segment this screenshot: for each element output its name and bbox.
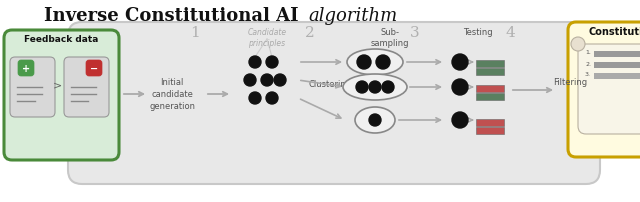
Circle shape [266, 57, 278, 69]
Bar [476, 127, 504, 134]
Text: Clustering: Clustering [308, 80, 351, 89]
Text: Testing: Testing [463, 28, 493, 37]
Circle shape [249, 93, 261, 104]
FancyBboxPatch shape [4, 31, 119, 160]
Text: 2: 2 [305, 26, 315, 40]
Text: Inverse Constitutional AI: Inverse Constitutional AI [44, 7, 305, 25]
Text: Constitution: Constitution [589, 27, 640, 37]
Circle shape [452, 113, 468, 128]
FancyBboxPatch shape [64, 58, 109, 117]
FancyBboxPatch shape [10, 58, 55, 117]
FancyBboxPatch shape [18, 61, 34, 77]
FancyBboxPatch shape [568, 23, 640, 157]
Text: >: > [53, 80, 63, 89]
Bar [476, 119, 504, 126]
Text: +: + [22, 64, 30, 74]
Bar [594, 74, 640, 80]
Circle shape [376, 56, 390, 70]
Circle shape [357, 56, 371, 70]
Text: 5: 5 [600, 26, 610, 40]
Text: Candidate
principles: Candidate principles [248, 28, 287, 48]
Circle shape [261, 75, 273, 87]
FancyBboxPatch shape [578, 45, 640, 134]
Circle shape [452, 55, 468, 71]
Circle shape [274, 75, 286, 87]
Text: 4: 4 [505, 26, 515, 40]
Text: 1.: 1. [585, 50, 591, 55]
Bar [594, 52, 640, 58]
Ellipse shape [343, 75, 407, 101]
Text: 1: 1 [190, 26, 200, 40]
Bar [476, 86, 504, 93]
Bar [476, 94, 504, 101]
Text: Filtering: Filtering [553, 78, 587, 87]
FancyBboxPatch shape [86, 61, 102, 77]
Circle shape [382, 82, 394, 94]
Circle shape [266, 93, 278, 104]
Circle shape [452, 80, 468, 96]
FancyBboxPatch shape [68, 23, 600, 184]
Text: Sub-
sampling: Sub- sampling [371, 28, 409, 48]
Circle shape [356, 82, 368, 94]
Text: 3.: 3. [585, 72, 591, 77]
Circle shape [369, 115, 381, 126]
Text: Feedback data: Feedback data [24, 35, 98, 44]
Text: Initial
candidate
generation: Initial candidate generation [149, 78, 195, 110]
Circle shape [249, 57, 261, 69]
Text: 3: 3 [410, 26, 420, 40]
Ellipse shape [355, 107, 395, 133]
Circle shape [369, 82, 381, 94]
Bar [476, 61, 504, 68]
Text: algorithm: algorithm [308, 7, 397, 25]
Bar [476, 69, 504, 76]
Bar [594, 63, 640, 69]
Ellipse shape [347, 50, 403, 76]
Text: 2.: 2. [585, 61, 591, 66]
Circle shape [244, 75, 256, 87]
Text: −: − [90, 64, 98, 74]
Ellipse shape [571, 38, 585, 52]
